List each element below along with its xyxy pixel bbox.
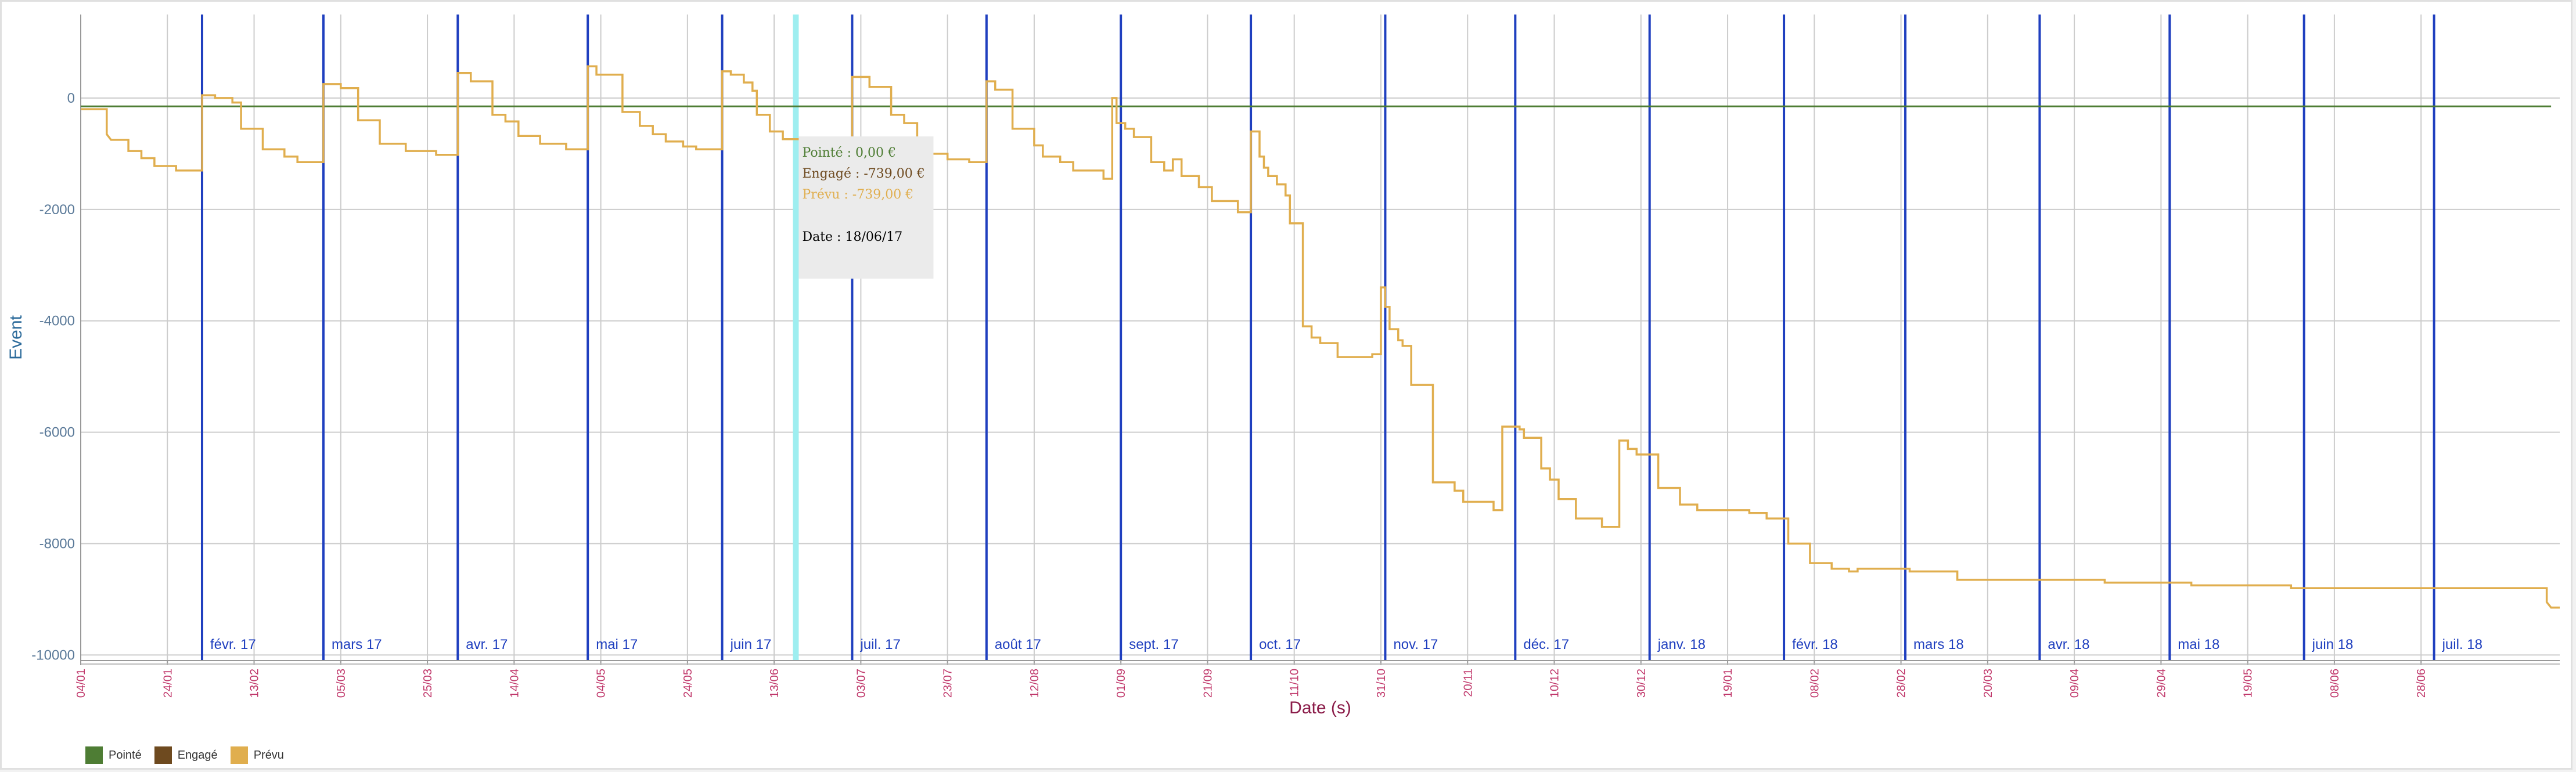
month-label: févr. 18 xyxy=(1792,637,1838,652)
series-line-prevu xyxy=(81,65,2560,609)
x-tick-label: 20/03 xyxy=(1982,669,1995,698)
x-tick-label: 29/04 xyxy=(2155,669,2168,698)
y-tick-label: -10000 xyxy=(31,647,75,663)
month-label: mars 17 xyxy=(332,637,382,652)
x-tick-label: 04/01 xyxy=(75,669,88,698)
month-label: janv. 18 xyxy=(1657,637,1706,652)
month-label: avr. 17 xyxy=(466,637,508,652)
x-tick-label: 25/03 xyxy=(422,669,434,698)
y-axis-label: Event xyxy=(6,315,26,359)
month-label: déc. 17 xyxy=(1523,637,1569,652)
tooltip: Pointé : 0,00 € Engagé : -739,00 € Prévu… xyxy=(798,136,934,279)
hover-cursor xyxy=(793,15,799,661)
y-tick-label: -4000 xyxy=(39,313,75,329)
tooltip-pointe: Pointé : 0,00 € xyxy=(802,146,896,160)
month-label: avr. 18 xyxy=(2048,637,2089,652)
month-label: sept. 17 xyxy=(1129,637,1178,652)
legend: Pointé Engagé Prévu xyxy=(85,746,284,764)
x-tick-label: 13/02 xyxy=(249,669,261,698)
month-label: mars 18 xyxy=(1913,637,1964,652)
x-tick-label: 04/05 xyxy=(595,669,608,698)
x-tick-label: 20/11 xyxy=(1462,669,1474,697)
month-label: nov. 17 xyxy=(1393,637,1438,652)
x-tick-label: 03/07 xyxy=(855,669,868,698)
x-axis-label: Date (s) xyxy=(1289,698,1351,717)
x-tick-label: 24/01 xyxy=(161,669,174,698)
tooltip-box xyxy=(798,136,934,279)
x-tick-label: 05/03 xyxy=(335,669,348,698)
x-tick-label: 01/09 xyxy=(1115,669,1128,698)
legend-swatch-prevu xyxy=(230,746,248,764)
month-label: juin 17 xyxy=(730,637,772,652)
legend-item-pointe[interactable]: Pointé xyxy=(85,746,142,764)
tooltip-prevu: Prévu : -739,00 € xyxy=(802,187,913,202)
legend-label-engage: Engagé xyxy=(177,748,218,762)
month-label: mai 17 xyxy=(596,637,638,652)
tooltip-date: Date : 18/06/17 xyxy=(802,230,902,244)
y-tick-label: -8000 xyxy=(39,536,75,552)
month-label: mai 18 xyxy=(2178,637,2219,652)
x-tick-label: 28/02 xyxy=(1895,669,1908,698)
legend-label-prevu: Prévu xyxy=(253,748,284,762)
legend-item-prevu[interactable]: Prévu xyxy=(230,746,284,764)
legend-swatch-engage xyxy=(154,746,172,764)
month-label: juil. 17 xyxy=(859,637,900,652)
month-label: oct. 17 xyxy=(1259,637,1301,652)
month-label: juin 18 xyxy=(2312,637,2354,652)
x-tick-label: 30/12 xyxy=(1635,669,1648,698)
x-tick-label: 12/08 xyxy=(1028,669,1041,698)
series-layer xyxy=(81,65,2560,609)
y-tick-label: 0 xyxy=(67,91,75,106)
x-tick-label: 08/02 xyxy=(1808,669,1821,698)
x-tick-label: 13/06 xyxy=(768,669,781,698)
month-label: août 17 xyxy=(995,637,1041,652)
x-tick-label: 23/07 xyxy=(942,669,955,698)
month-label: juil. 18 xyxy=(2442,637,2483,652)
x-tick-label: 11/10 xyxy=(1289,669,1301,697)
x-tick-label: 28/06 xyxy=(2415,669,2428,698)
x-tick-label: 19/01 xyxy=(1722,669,1735,698)
x-tick-label: 21/09 xyxy=(1201,669,1214,698)
y-tick-label: -2000 xyxy=(39,202,75,218)
x-tick-label: 08/06 xyxy=(2329,669,2341,698)
x-tick-label: 09/04 xyxy=(2068,669,2081,698)
x-tick-label: 19/05 xyxy=(2242,669,2255,698)
x-tick-label: 10/12 xyxy=(1549,669,1562,698)
legend-label-pointe: Pointé xyxy=(109,748,142,762)
axes xyxy=(80,15,2560,665)
month-label: févr. 17 xyxy=(210,637,256,652)
x-tick-label: 24/05 xyxy=(682,669,695,698)
legend-item-engage[interactable]: Engagé xyxy=(154,746,218,764)
tooltip-engage: Engagé : -739,00 € xyxy=(802,167,924,181)
x-tick-label: 31/10 xyxy=(1375,669,1388,698)
y-tick-label: -6000 xyxy=(39,425,75,441)
legend-swatch-pointe xyxy=(85,746,103,764)
x-tick-label: 14/04 xyxy=(508,669,521,698)
